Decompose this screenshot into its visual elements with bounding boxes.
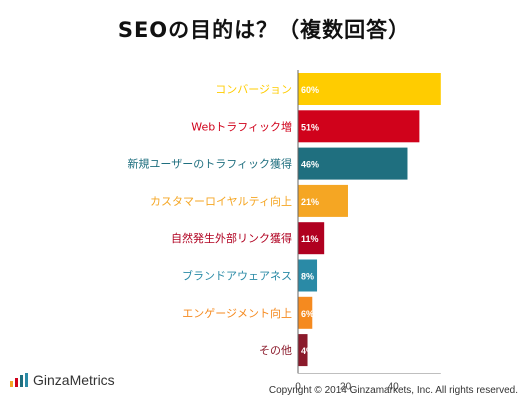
bar bbox=[298, 222, 325, 255]
category-label: コンバージョン bbox=[215, 83, 292, 96]
bar bbox=[298, 184, 348, 217]
bar bbox=[298, 259, 318, 292]
logo-text: GinzaMetrics bbox=[33, 372, 115, 388]
data-label: 11% bbox=[301, 234, 319, 244]
copyright-notice: Copyright © 2014 Ginzamarkets, Inc. All … bbox=[268, 385, 518, 396]
data-label: 51% bbox=[301, 122, 319, 132]
x-tick-label: 40 bbox=[388, 381, 400, 392]
ginzametrics-logo: GinzaMetrics bbox=[10, 372, 115, 388]
category-label: 自然発生外部リンク獲得 bbox=[171, 231, 292, 245]
bar bbox=[298, 334, 308, 367]
bar bbox=[298, 73, 441, 105]
chart-title: SEOの目的は？（複数回答） bbox=[117, 18, 411, 42]
category-label: カスタマーロイヤルティ向上 bbox=[150, 194, 292, 208]
bar bbox=[298, 296, 313, 329]
category-label: エンゲージメント向上 bbox=[182, 306, 292, 320]
data-label: 8% bbox=[301, 272, 314, 282]
x-tick-label: 0 bbox=[295, 381, 301, 392]
logo-bars-icon bbox=[10, 373, 28, 387]
bar bbox=[298, 147, 408, 180]
category-label: 新規ユーザーのトラフィック獲得 bbox=[127, 157, 292, 171]
data-label: 21% bbox=[301, 197, 319, 207]
data-label: 60% bbox=[301, 85, 319, 95]
data-label: 4% bbox=[301, 346, 314, 356]
category-label: Webトラフィック増 bbox=[191, 120, 292, 133]
category-label: ブランドアウェアネス bbox=[182, 269, 292, 283]
data-label: 46% bbox=[301, 160, 319, 170]
category-label: その他 bbox=[259, 344, 292, 357]
x-tick-label: 20 bbox=[340, 381, 352, 392]
bar bbox=[298, 110, 420, 143]
data-label: 6% bbox=[301, 309, 314, 319]
